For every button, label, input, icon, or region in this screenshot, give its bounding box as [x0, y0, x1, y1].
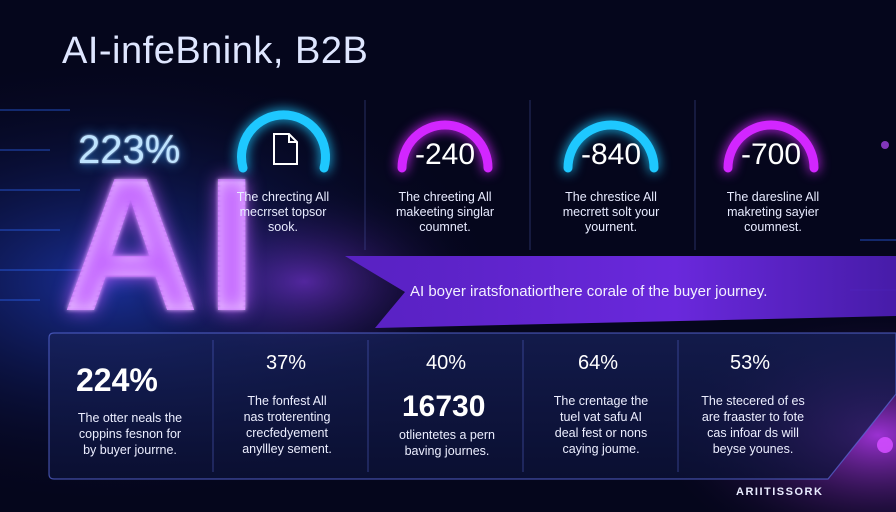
document-icon [271, 132, 299, 171]
hero-percent: 223% [78, 128, 181, 172]
stat-value-3: 40% [426, 352, 467, 374]
gauge-caption-4: The daresline All makreting sayier coumnes… [726, 190, 820, 234]
gauge-value-3: -840 [580, 138, 642, 171]
stat-caption-5: The stecered of es are fraaster to fote ca… [701, 394, 805, 456]
stats-panel [48, 332, 896, 480]
banner-shape [345, 256, 896, 328]
stat-value-2: 37% [266, 352, 307, 374]
stat-caption-4: The crentage the tuel vat safu AI deal fes… [553, 394, 649, 456]
banner-text: AI boyer iratsfonatiorthere corale of th… [410, 283, 768, 300]
gauge-ring-1 [237, 110, 330, 173]
gauge-value-2: -240 [414, 138, 476, 171]
gauge-caption-1: The chrecting All mecrrset topsor sook. [236, 190, 330, 234]
gauge-ring-2 [397, 120, 493, 173]
gauge-caption-2: The chreeting All makeeting singlar coumne… [396, 190, 494, 234]
gauge-ring-4 [723, 120, 819, 173]
hero-ai-letters: AI [62, 139, 264, 351]
page-title: AI-infeBnink, B2B [62, 30, 369, 72]
stat-caption-2: The fonfest All nas troterenting crecfedye… [242, 394, 332, 456]
stat-value-4: 64% [578, 352, 619, 374]
stat-caption-1: The otter neals the coppins fesnon for by … [77, 411, 183, 457]
stat-value-1: 224% [76, 362, 158, 398]
gauge-value-4: -700 [740, 138, 802, 171]
stat-caption-3: otlientetes a pern baving journes. [399, 428, 495, 458]
stat-big-number-3: 16730 [402, 390, 486, 423]
stat-value-5: 53% [730, 352, 771, 374]
gauge-ring-3 [563, 120, 659, 173]
gauge-caption-3: The chrestice All mecrrett solt your yourn… [562, 190, 660, 234]
brand-logo: ARIITISSORK [736, 486, 824, 498]
